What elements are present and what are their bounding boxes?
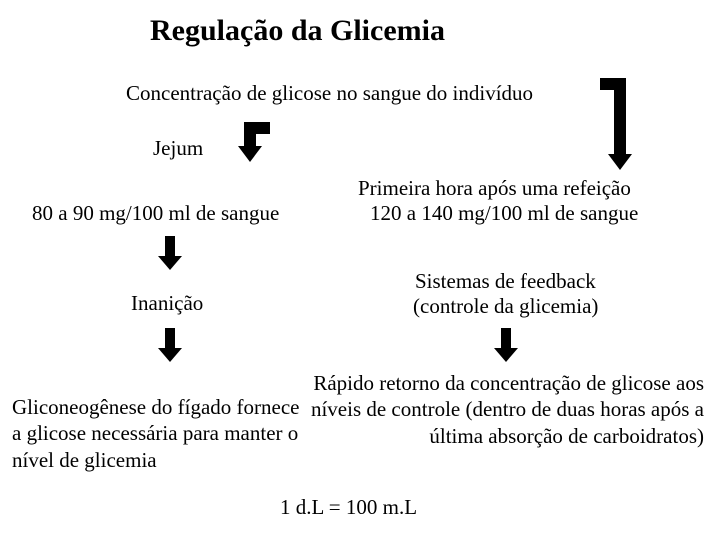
- arrow-bent-to-right: [600, 78, 640, 172]
- footer-conversion: 1 d.L = 100 m.L: [280, 494, 417, 520]
- arrow-range-to-inanicao: [156, 236, 184, 272]
- page-title: Regulação da Glicemia: [150, 14, 445, 48]
- arrow-feedback-to-retorno: [492, 328, 520, 364]
- subtitle: Concentração de glicose no sangue do ind…: [126, 80, 533, 106]
- arrow-bent-to-jejum: [230, 122, 270, 164]
- label-feedback-line1: Sistemas de feedback: [415, 268, 596, 294]
- label-gliconeogenese: Gliconeogênese do fígado fornece a glico…: [12, 394, 302, 473]
- label-feedback-line2: (controle da glicemia): [413, 293, 598, 319]
- arrow-inanicao-to-gliconeo: [156, 328, 184, 364]
- label-meal-line1: Primeira hora após uma refeição: [358, 175, 631, 201]
- label-jejum: Jejum: [153, 135, 203, 161]
- label-inanicao: Inanição: [131, 290, 203, 316]
- label-fasting-range: 80 a 90 mg/100 ml de sangue: [32, 200, 279, 226]
- label-meal-line2: 120 a 140 mg/100 ml de sangue: [370, 200, 638, 226]
- label-retorno: Rápido retorno da concentração de glicos…: [306, 370, 704, 449]
